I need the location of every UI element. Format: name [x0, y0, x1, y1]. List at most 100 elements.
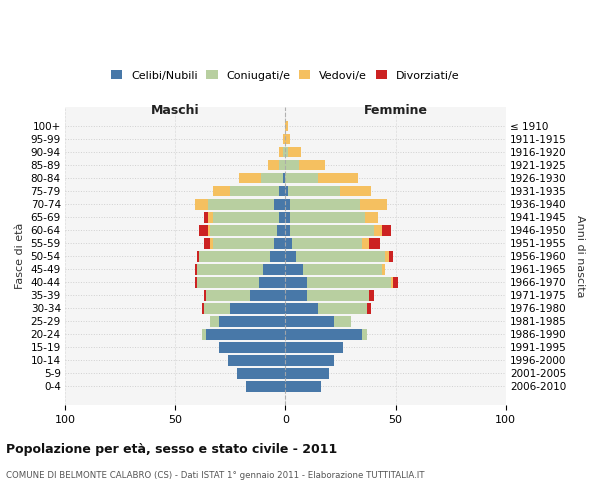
Bar — [286, 212, 290, 222]
Bar — [334, 316, 352, 326]
Bar — [195, 199, 208, 209]
Bar — [212, 212, 279, 222]
Bar — [277, 225, 286, 235]
Bar — [211, 316, 219, 326]
Bar — [286, 355, 334, 366]
Bar — [204, 303, 230, 314]
Bar — [299, 160, 325, 170]
Bar — [340, 186, 371, 196]
Bar — [259, 277, 286, 287]
Bar — [290, 212, 365, 222]
Bar — [286, 251, 296, 262]
Y-axis label: Fasce di età: Fasce di età — [15, 223, 25, 290]
Bar — [303, 264, 382, 274]
Y-axis label: Anni di nascita: Anni di nascita — [575, 215, 585, 298]
Bar — [286, 368, 329, 378]
Bar — [212, 238, 274, 248]
Bar — [389, 251, 394, 262]
Bar — [290, 199, 360, 209]
Bar — [286, 225, 290, 235]
Bar — [261, 173, 283, 184]
Bar — [239, 173, 261, 184]
Bar — [287, 147, 301, 158]
Legend: Celibi/Nubili, Coniugati/e, Vedovi/e, Divorziati/e: Celibi/Nubili, Coniugati/e, Vedovi/e, Di… — [109, 68, 462, 83]
Bar — [283, 134, 286, 144]
Bar — [286, 147, 287, 158]
Bar — [391, 277, 394, 287]
Bar — [279, 160, 286, 170]
Bar — [286, 342, 343, 352]
Bar — [286, 173, 319, 184]
Bar — [286, 303, 319, 314]
Bar — [279, 186, 286, 196]
Bar — [197, 277, 259, 287]
Bar — [367, 303, 371, 314]
Bar — [202, 329, 206, 340]
Bar — [374, 225, 382, 235]
Bar — [286, 160, 299, 170]
Bar — [204, 212, 208, 222]
Bar — [290, 225, 374, 235]
Bar — [292, 238, 362, 248]
Bar — [319, 303, 367, 314]
Bar — [202, 303, 204, 314]
Bar — [212, 186, 230, 196]
Bar — [286, 199, 290, 209]
Bar — [197, 264, 263, 274]
Bar — [286, 264, 303, 274]
Bar — [286, 316, 334, 326]
Bar — [195, 277, 197, 287]
Bar — [362, 329, 367, 340]
Bar — [208, 199, 274, 209]
Bar — [270, 251, 286, 262]
Text: COMUNE DI BELMONTE CALABRO (CS) - Dati ISTAT 1° gennaio 2011 - Elaborazione TUTT: COMUNE DI BELMONTE CALABRO (CS) - Dati I… — [6, 470, 425, 480]
Bar — [211, 225, 277, 235]
Bar — [360, 199, 387, 209]
Bar — [319, 173, 358, 184]
Bar — [237, 368, 286, 378]
Bar — [263, 264, 286, 274]
Bar — [369, 238, 380, 248]
Text: Popolazione per età, sesso e stato civile - 2011: Popolazione per età, sesso e stato civil… — [6, 442, 337, 456]
Bar — [283, 147, 286, 158]
Bar — [197, 251, 199, 262]
Bar — [206, 290, 250, 300]
Bar — [208, 225, 211, 235]
Bar — [206, 329, 286, 340]
Text: Maschi: Maschi — [151, 104, 199, 117]
Bar — [211, 238, 212, 248]
Bar — [219, 342, 286, 352]
Bar — [286, 134, 290, 144]
Bar — [382, 225, 391, 235]
Bar — [286, 329, 362, 340]
Bar — [382, 264, 385, 274]
Bar — [385, 251, 389, 262]
Bar — [230, 186, 279, 196]
Bar — [365, 212, 378, 222]
Bar — [250, 290, 286, 300]
Bar — [279, 212, 286, 222]
Bar — [204, 290, 206, 300]
Bar — [307, 277, 391, 287]
Bar — [219, 316, 286, 326]
Bar — [286, 290, 307, 300]
Bar — [268, 160, 279, 170]
Bar — [362, 238, 369, 248]
Bar — [287, 186, 340, 196]
Bar — [204, 238, 211, 248]
Bar — [394, 277, 398, 287]
Bar — [195, 264, 197, 274]
Bar — [208, 212, 212, 222]
Bar — [228, 355, 286, 366]
Text: Femmine: Femmine — [364, 104, 428, 117]
Bar — [286, 186, 287, 196]
Bar — [286, 238, 292, 248]
Bar — [283, 173, 286, 184]
Bar — [296, 251, 385, 262]
Bar — [245, 381, 286, 392]
Bar — [307, 290, 369, 300]
Bar — [230, 303, 286, 314]
Bar — [286, 381, 320, 392]
Bar — [199, 225, 208, 235]
Bar — [286, 277, 307, 287]
